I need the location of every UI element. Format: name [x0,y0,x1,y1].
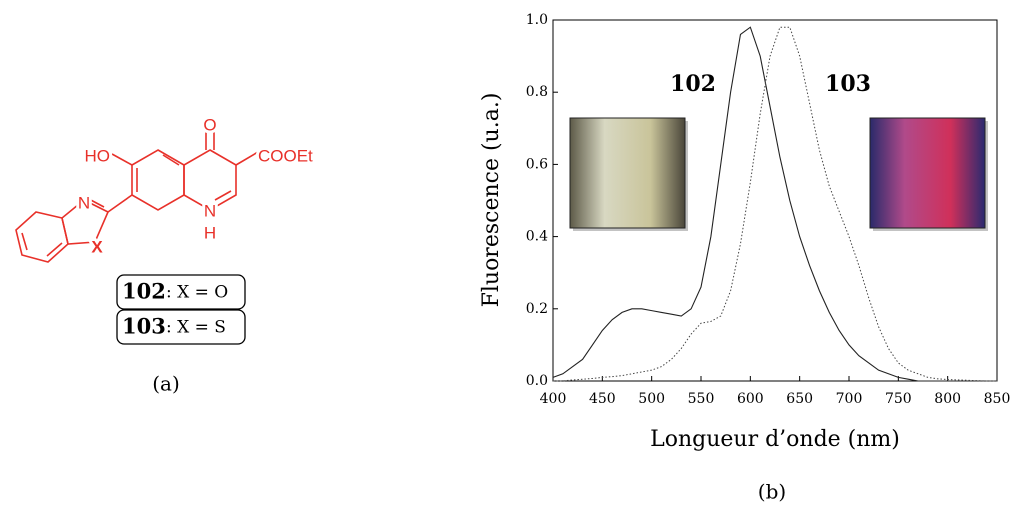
compound-id: 103 [122,314,166,339]
x-tick-label: 500 [638,391,665,407]
series-line [552,26,997,382]
y-tick-label: 0.4 [526,229,548,245]
y-tick-label: 0.6 [526,156,548,172]
atom-label: X [91,237,103,256]
structure: HO O COOEt N X N H [15,112,316,263]
bond [111,153,133,166]
bond [86,197,105,208]
photo [569,117,686,229]
x-tick-label: 700 [836,391,863,407]
y-tick-label: 0.0 [526,373,548,389]
annotation: 102 [670,71,716,97]
ring [131,149,185,211]
bond [235,151,259,166]
x-tick-label: 850 [984,391,1011,407]
atom-label: N [78,193,90,212]
atom-label: COOEt [258,146,313,165]
atom-label: H [204,223,216,242]
series-line [553,26,997,382]
caption: (a) [152,372,180,396]
compound-box [116,274,246,310]
y-tick-label: 1.0 [526,12,548,28]
x-tick-label: 600 [737,391,764,407]
annotation: 103 [825,71,871,97]
x-tick-label: 650 [786,391,813,407]
compound-id: 102 [122,279,166,304]
ring [15,211,69,263]
x-axis-label: Longueur d’onde (nm) [650,427,900,452]
caption: (b) [758,480,786,504]
compound-box [116,309,246,345]
bond [21,232,28,251]
x-tick-label: 450 [589,391,616,407]
compound-desc: : X = S [166,318,226,338]
x-tick-label: 800 [934,391,961,407]
y-tick-label: 0.8 [526,84,548,100]
atom-label: O [203,115,216,134]
bond [214,190,232,201]
bond [107,194,133,213]
photo [869,117,986,229]
bond [46,242,63,257]
y-axis-label: Fluorescence (u.a.) [479,93,504,308]
plot-frame [552,19,998,382]
bond [162,154,180,166]
x-tick-label: 400 [540,391,567,407]
compound-desc: : X = O [166,283,228,303]
y-tick-label: 0.2 [526,301,548,317]
x-tick-label: 750 [885,391,912,407]
x-tick-label: 550 [688,391,715,407]
atom-label: N [204,201,216,220]
atom-label: HO [85,146,111,165]
